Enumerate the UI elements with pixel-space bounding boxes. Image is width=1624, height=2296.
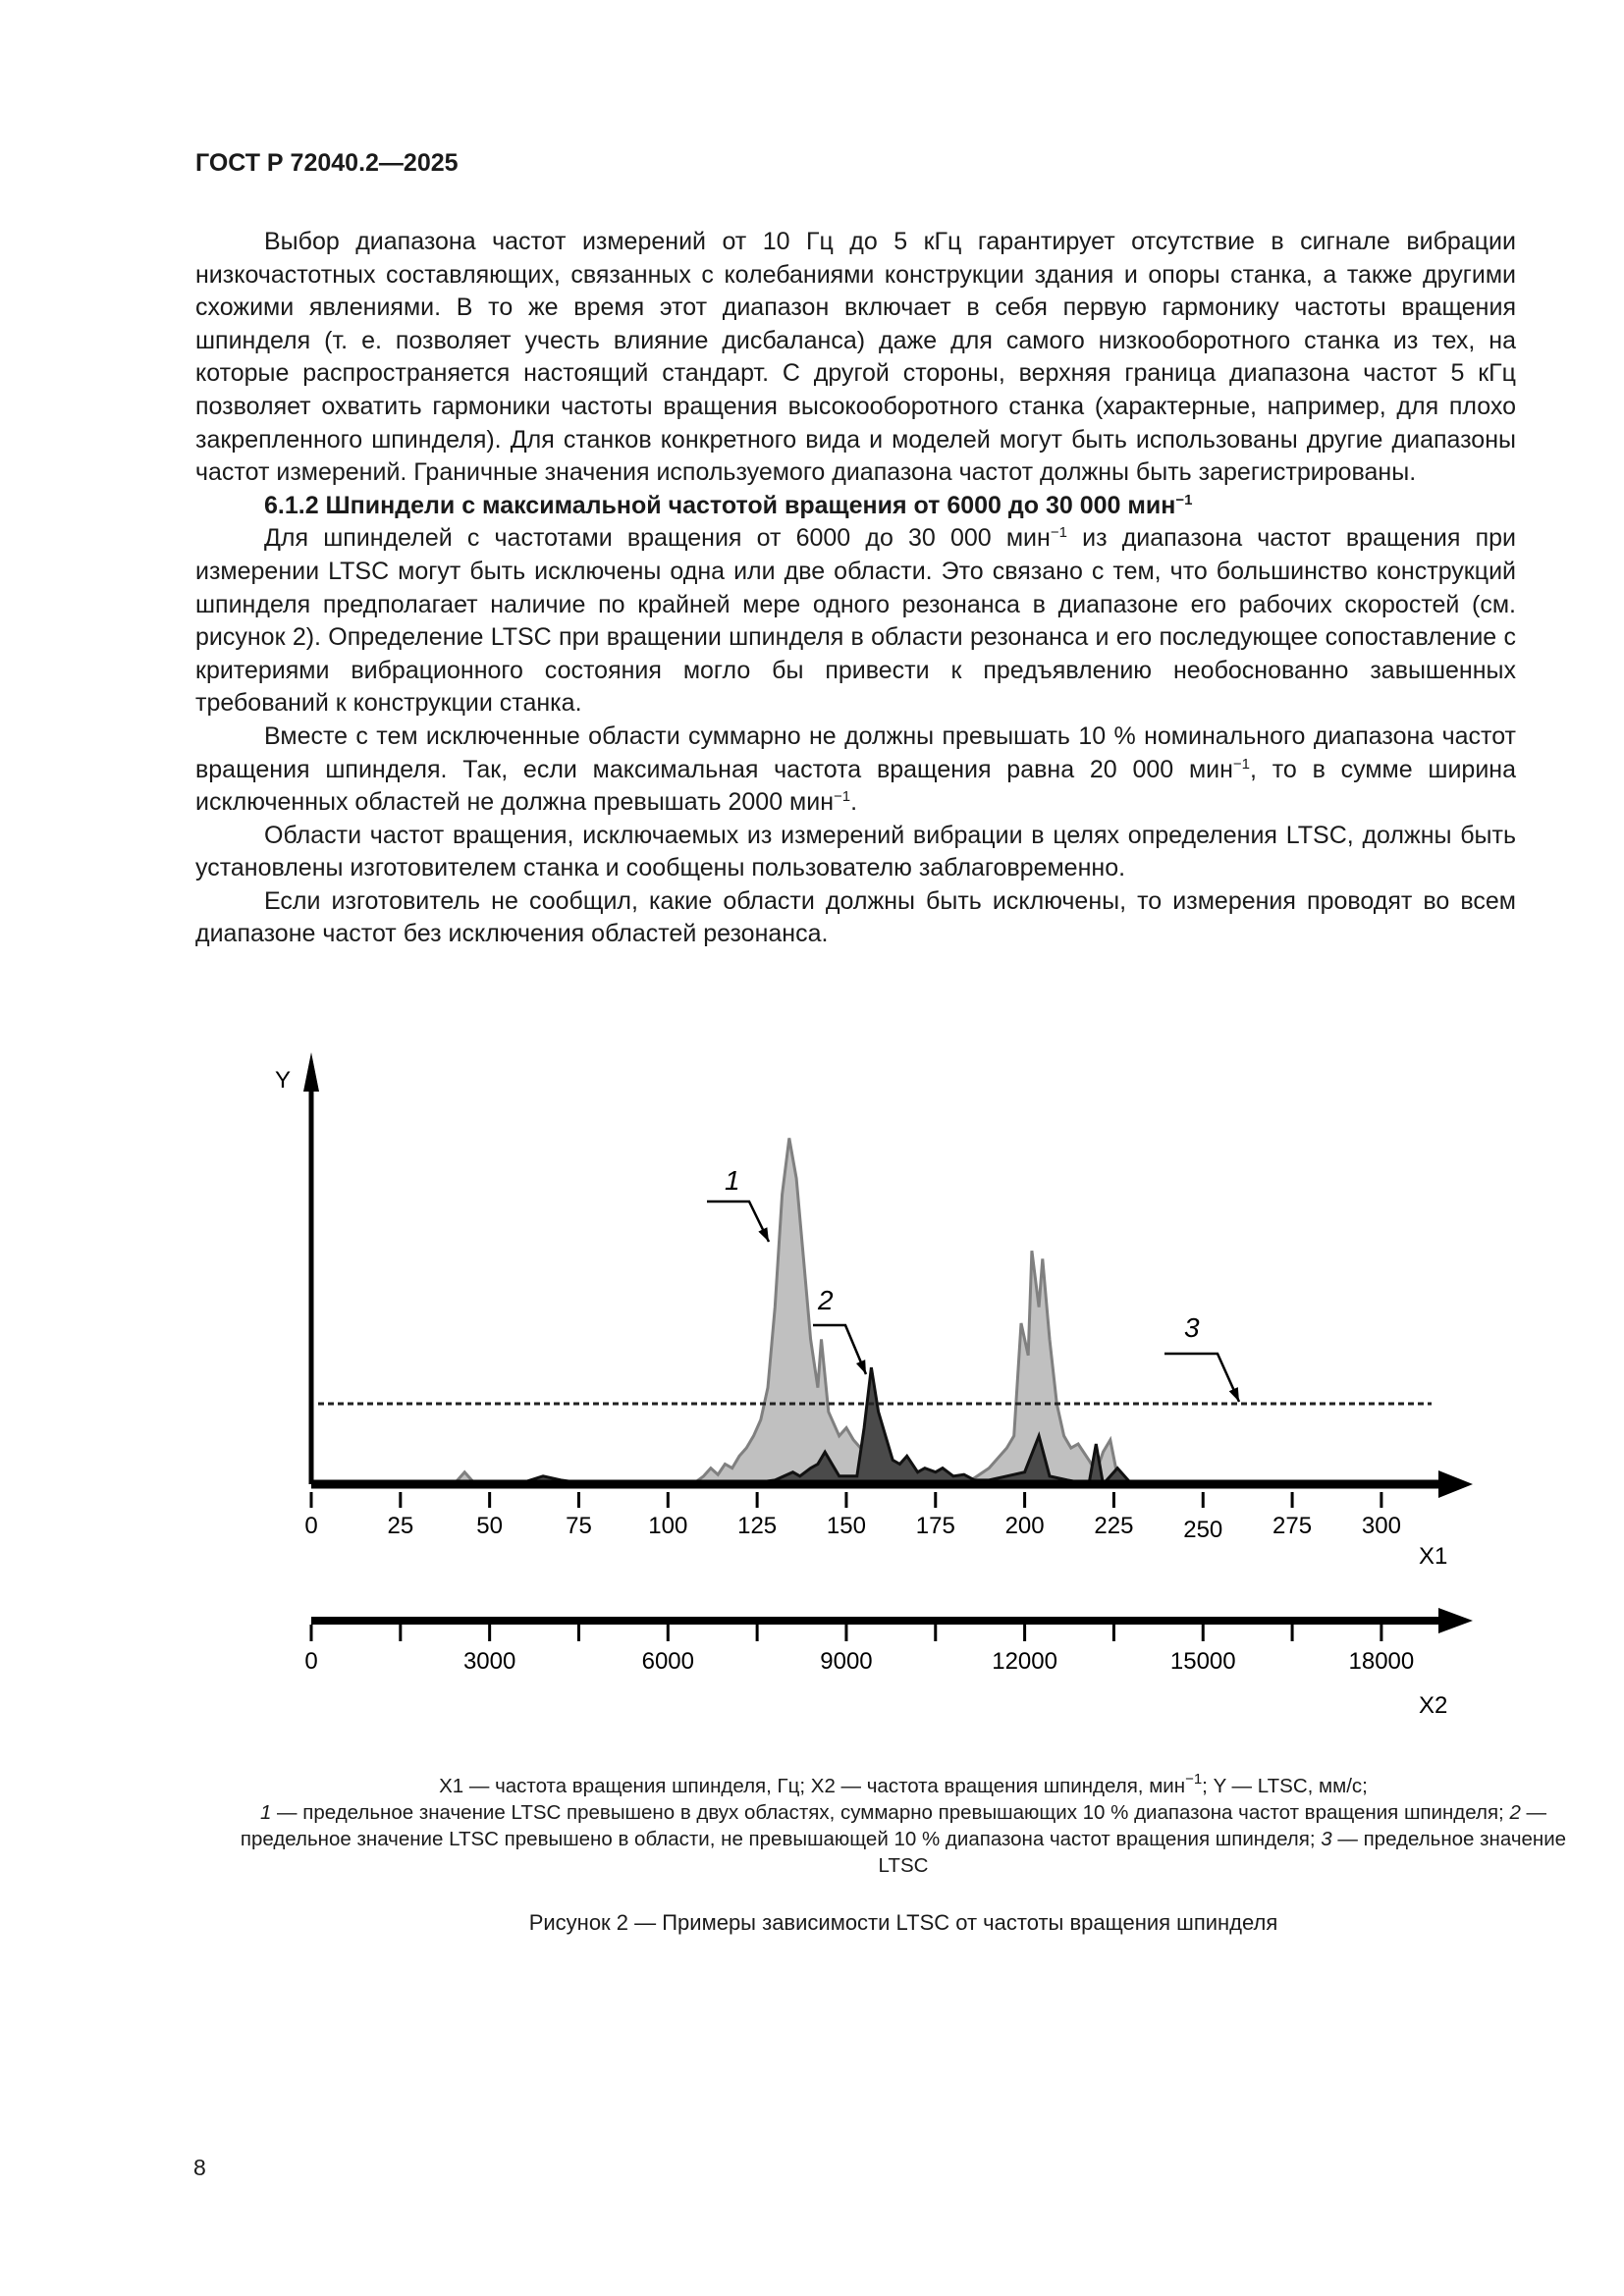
x1-tick-label: 125 <box>737 1513 777 1539</box>
x1-axis-label: X1 <box>1419 1543 1447 1570</box>
ltsc-chart: Y 0 25 50 75 100 125 150 175 200 225 250 275 300 X1 0 30… <box>275 1052 1473 1719</box>
x1-tick-label: 300 <box>1362 1513 1401 1539</box>
x1-tick-label: 100 <box>648 1513 687 1539</box>
text-segment: Если изготовитель не сообщил, какие обла… <box>195 886 1516 948</box>
text-segment: Области частот вращения, исключаемых из … <box>195 821 1516 882</box>
x1-tick-label: 200 <box>1005 1513 1045 1539</box>
text-segment: 6.1.2 Шпиндели с максимальной частотой в… <box>264 491 1176 519</box>
text-segment: . <box>850 788 858 817</box>
page-number: 8 <box>193 2155 206 2180</box>
callout-label-3: 3 <box>1184 1312 1200 1343</box>
callout-leader-3 <box>1164 1352 1241 1403</box>
figure-legend: X1 — частота вращения шпинделя, Гц; X2 —… <box>236 1771 1571 1879</box>
paragraph: Выбор диапазона частот измерений от 10 Г… <box>195 226 1516 490</box>
superscript: −1 <box>1232 755 1251 773</box>
x1-tick-label: 175 <box>916 1513 955 1539</box>
legend-desc-1: — предельное значение LTSC превышено в д… <box>271 1801 1510 1824</box>
x2-axis-label: X2 <box>1419 1692 1447 1719</box>
document-header: ГОСТ Р 72040.2—2025 <box>195 149 459 177</box>
callout-arrow-icon-3 <box>1228 1387 1239 1402</box>
superscript: −1 <box>1050 524 1067 542</box>
x1-tick-label: 275 <box>1272 1513 1312 1539</box>
legend-sup: −1 <box>1185 1771 1203 1788</box>
series-1-area <box>450 1138 1126 1486</box>
legend-axes: X1 — частота вращения шпинделя, Гц; X2 —… <box>439 1775 1186 1797</box>
figure-title: Рисунок 2 — Примеры зависимости LTSC от … <box>528 1910 1278 1935</box>
callout-leader-1 <box>707 1200 771 1243</box>
paragraph: Области частот вращения, исключаемых из … <box>195 820 1516 885</box>
text-segment: Вместе с тем исключенные области суммарн… <box>195 721 1516 783</box>
x1-tick-label: 250 <box>1183 1517 1222 1543</box>
callout-label-2: 2 <box>817 1285 834 1315</box>
x2-tick-label: 12000 <box>992 1648 1057 1675</box>
x2-tick-label: 6000 <box>642 1648 694 1675</box>
text-segment: Выбор диапазона частот измерений от 10 Г… <box>195 228 1516 487</box>
x2-tick-label: 9000 <box>820 1648 872 1675</box>
y-axis-label: Y <box>275 1067 291 1094</box>
callout-arrow-icon-1 <box>758 1227 769 1242</box>
y-axis-arrow-icon <box>303 1052 319 1092</box>
x1-tick-label: 50 <box>476 1513 503 1539</box>
text-segment: из диапазона частот вращения при измерен… <box>195 524 1517 718</box>
x2-axis-arrow-icon <box>1438 1608 1473 1633</box>
superscript: −1 <box>1175 491 1193 508</box>
callout-arrow-icon-2 <box>855 1360 866 1374</box>
body-text: Выбор диапазона частот измерений от 10 Г… <box>195 226 1516 951</box>
legend-num-3: 3 <box>1321 1828 1332 1850</box>
text-segment: Для шпинделей с частотами вращения от 60… <box>264 524 1051 553</box>
x2-tick-label: 15000 <box>1170 1648 1236 1675</box>
legend-num-2: 2 <box>1509 1801 1521 1824</box>
x1-tick-label: 225 <box>1094 1513 1133 1539</box>
x1-axis-arrow-icon <box>1438 1470 1473 1498</box>
x2-tick-label: 0 <box>304 1648 317 1675</box>
paragraph: Для шпинделей с частотами вращения от 60… <box>195 522 1516 721</box>
x1-tick-label: 0 <box>304 1513 317 1539</box>
x1-tick-label: 150 <box>827 1513 866 1539</box>
callout-leader-2 <box>813 1323 868 1375</box>
paragraph: Если изготовитель не сообщил, какие обла… <box>195 885 1516 951</box>
superscript: −1 <box>834 788 851 806</box>
text-segment: , то в сумме ширина исключенных областей… <box>195 755 1516 817</box>
x1-tick-label: 25 <box>387 1513 413 1539</box>
legend-desc-2: — предельное значение LTSC превышено в о… <box>240 1801 1547 1850</box>
section-heading: 6.1.2 Шпиндели с максимальной частотой в… <box>195 490 1516 523</box>
callout-label-1: 1 <box>725 1165 740 1196</box>
legend-num-1: 1 <box>259 1801 272 1824</box>
legend-desc-3: — предельное значение LTSC <box>878 1828 1567 1877</box>
x2-tick-label: 3000 <box>463 1648 515 1675</box>
legend-axes-end: ; Y — LTSC, мм/с; <box>1202 1775 1368 1797</box>
x1-tick-label: 75 <box>566 1513 592 1539</box>
paragraph: Вместе с тем исключенные области суммарн… <box>195 721 1516 820</box>
x2-tick-label: 18000 <box>1349 1648 1415 1675</box>
